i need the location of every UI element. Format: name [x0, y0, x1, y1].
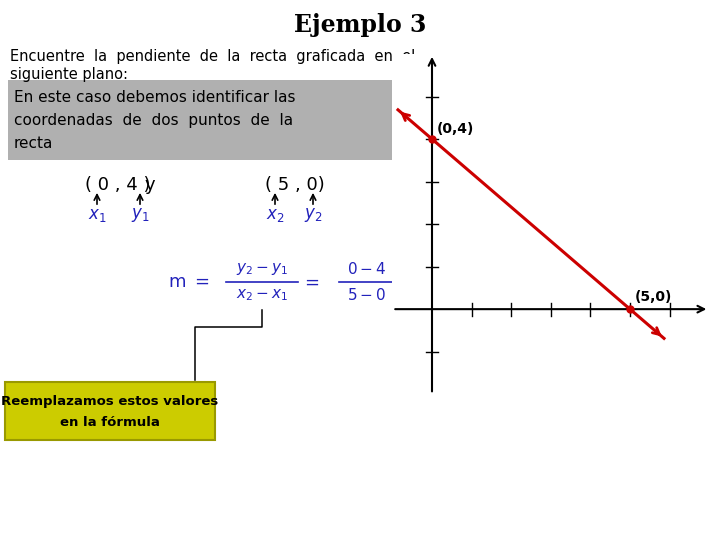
Bar	[8, 80, 398, 160]
Text: $y_1$: $y_1$	[131, 206, 149, 224]
Bar	[5, 382, 215, 440]
Text: en la fórmula: en la fórmula	[60, 415, 160, 429]
Text: $=$: $=$	[301, 273, 319, 291]
Text: (5,0): (5,0)	[635, 291, 672, 305]
Text: $y_2$: $y_2$	[304, 206, 323, 224]
Text: $-4$: $-4$	[426, 260, 451, 278]
Text: Encuentre  la  pendiente  de  la  recta  graficada  en  el: Encuentre la pendiente de la recta grafi…	[10, 49, 415, 64]
Text: $y_2 - y_1$: $y_2 - y_1$	[236, 261, 288, 277]
Text: coordenadas  de  dos  puntos  de  la: coordenadas de dos puntos de la	[14, 112, 293, 127]
Text: m $=$: m $=$	[168, 273, 210, 291]
Text: siguiente plano:: siguiente plano:	[10, 66, 128, 82]
Text: Ejemplo 3: Ejemplo 3	[294, 13, 426, 37]
Text: ( 5 , 0): ( 5 , 0)	[265, 176, 325, 194]
Text: y: y	[145, 176, 156, 194]
Text: $x_2$: $x_2$	[266, 206, 284, 224]
Text: (0,4): (0,4)	[437, 122, 474, 136]
Text: En este caso debemos identificar las: En este caso debemos identificar las	[14, 90, 295, 105]
Text: $x_2 - x_1$: $x_2 - x_1$	[236, 287, 288, 303]
Text: Reemplazamos estos valores: Reemplazamos estos valores	[1, 395, 219, 408]
Text: $x_1$: $x_1$	[88, 206, 107, 224]
Text: ( 0 , 4 ): ( 0 , 4 )	[85, 176, 150, 194]
Text: recta: recta	[14, 136, 53, 151]
Text: $5$: $5$	[433, 286, 444, 304]
Text: $5 - 0$: $5 - 0$	[348, 287, 387, 303]
Text: $0 - 4$: $0 - 4$	[347, 261, 387, 277]
